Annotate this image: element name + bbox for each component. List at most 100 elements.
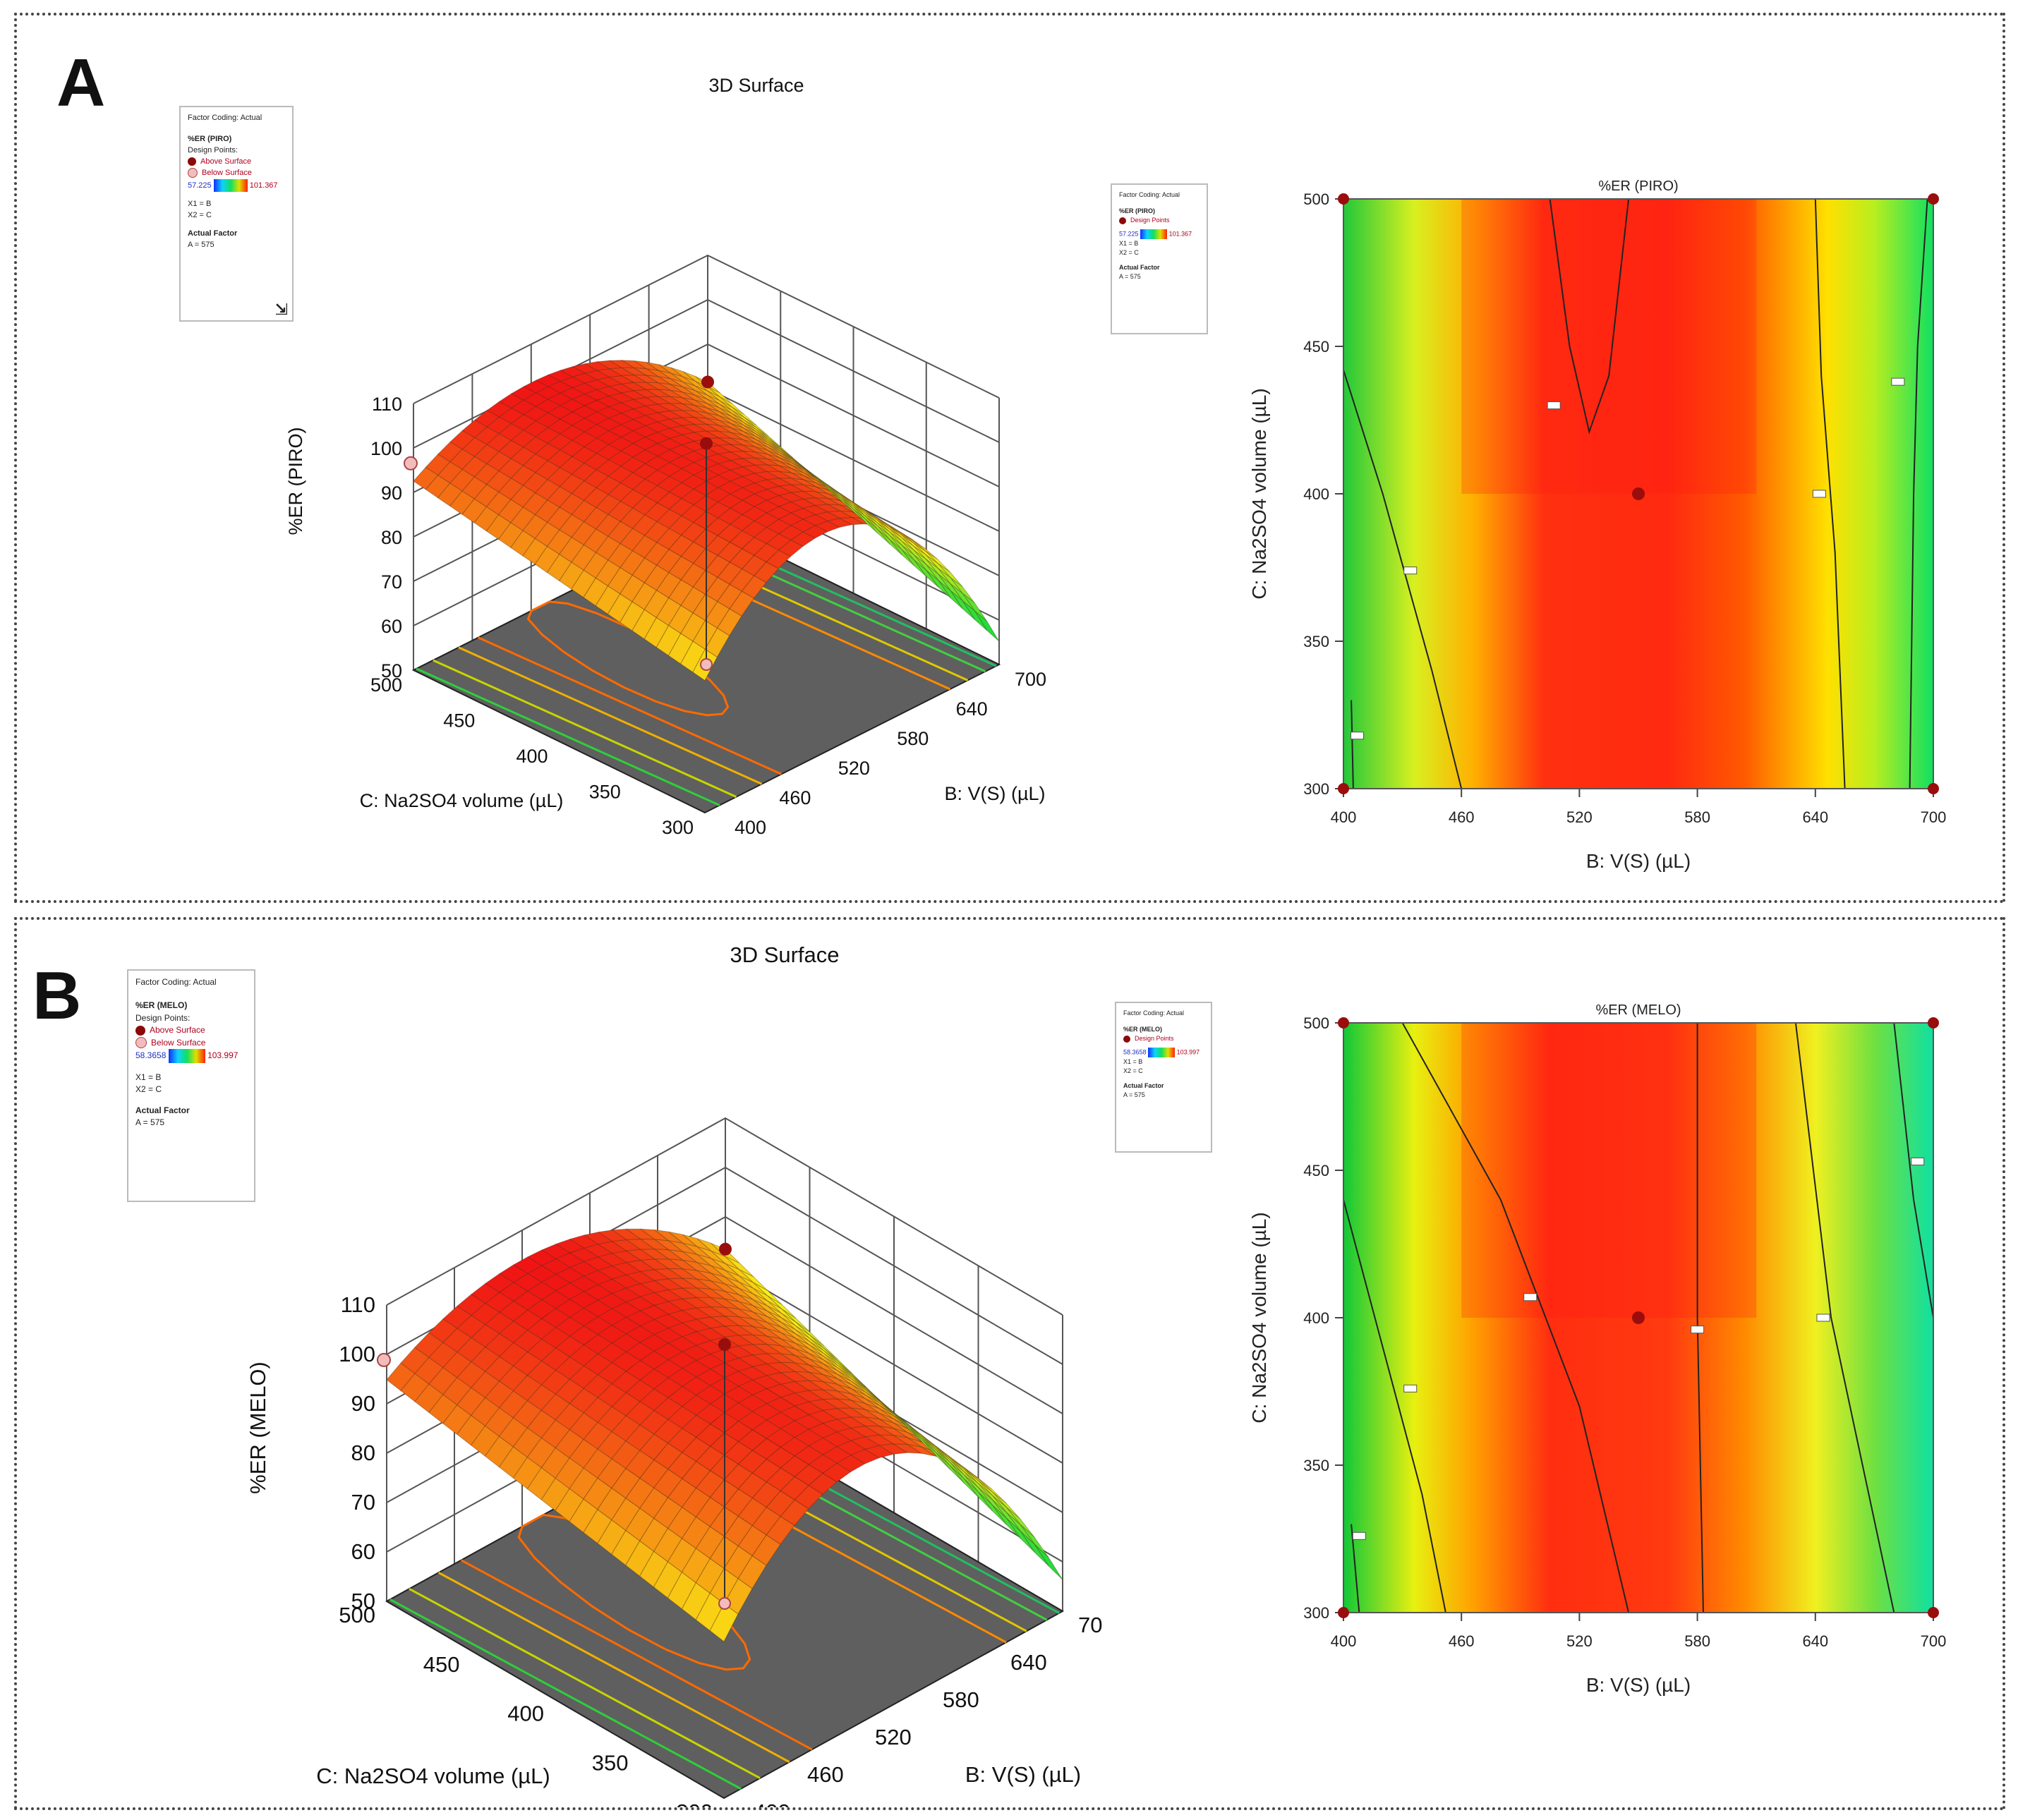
y-tick-label: 350	[1303, 633, 1329, 650]
base-contour-line	[478, 636, 783, 775]
surface-cell	[974, 610, 1000, 642]
x-tick-label: 640	[1802, 808, 1828, 826]
y-tick-label: 450	[1303, 338, 1329, 356]
contour-line	[1909, 198, 1928, 789]
design-point	[1928, 783, 1939, 794]
legend-actual-factor: Actual Factor	[1123, 1082, 1164, 1090]
y-tick-label: 450	[423, 1652, 460, 1677]
z-tick-label: 70	[351, 1490, 375, 1515]
z-tick-label: 50	[351, 1589, 375, 1613]
contour-line-label	[1403, 1384, 1418, 1393]
x-axis-title: B: V(S) (µL)	[944, 783, 1045, 804]
design-point-center	[718, 1338, 731, 1352]
y-tick-label: 350	[592, 1750, 629, 1775]
x-tick-label: 580	[943, 1687, 979, 1712]
legend-max: 101.367	[1168, 230, 1192, 238]
contour-peak-wash	[1461, 1023, 1757, 1318]
contour-line-label	[1911, 1157, 1925, 1165]
y-axis-title: C: Na2SO4 volume (µL)	[1248, 388, 1270, 599]
base-contour-line	[460, 1559, 813, 1751]
x-tick-label: 700	[1921, 808, 1947, 826]
legend-below: Below Surface	[202, 168, 252, 177]
contour-title: %ER (MELO)	[1595, 1002, 1681, 1018]
legend-design-points: Design Points:	[135, 1012, 191, 1023]
z-tick-label: 80	[351, 1440, 375, 1465]
design-point	[1928, 1607, 1939, 1618]
design-point-edge	[701, 375, 714, 389]
contour-line	[1343, 1199, 1446, 1613]
legend-min: 58.3658	[1123, 1048, 1147, 1056]
legend-max: 101.367	[249, 181, 278, 190]
z-tick-label: 90	[351, 1391, 375, 1416]
y-tick-label: 500	[1303, 1014, 1329, 1032]
x-axis-title: B: V(S) (µL)	[965, 1762, 1081, 1787]
panel-label: A	[56, 45, 106, 121]
design-point-edge-below	[377, 1352, 391, 1367]
design-point	[1338, 783, 1349, 794]
legend-coding: Factor Coding: Actual	[188, 114, 262, 122]
design-point-edge	[719, 1242, 732, 1256]
legend-response: %ER (PIRO)	[1119, 207, 1156, 215]
y-tick-label: 400	[507, 1701, 544, 1726]
color-scale-bar	[1140, 229, 1168, 240]
legend-actual-factor: Actual Factor	[1119, 264, 1160, 272]
y-tick-label: 400	[1303, 1309, 1329, 1327]
color-scale-bar	[213, 178, 248, 192]
contour-line	[1893, 1022, 1934, 1318]
legend-response: %ER (MELO)	[135, 1000, 188, 1011]
legend-design-points: Design Points	[1130, 217, 1170, 224]
legend-x1: X1 = B	[135, 1072, 162, 1082]
below-surface-dot-icon	[135, 1037, 147, 1049]
legend-above: Above Surface	[200, 157, 252, 166]
design-point	[1338, 1607, 1349, 1618]
x-tick-label: 70	[1078, 1613, 1102, 1637]
design-point	[1338, 193, 1349, 205]
base-contour-line	[433, 659, 737, 798]
legend-a-value: A = 575	[1123, 1091, 1145, 1099]
design-point	[1928, 193, 1939, 205]
y-tick-label: 300	[676, 1800, 713, 1807]
legend-above: Above Surface	[150, 1025, 205, 1036]
color-scale-bar	[168, 1048, 205, 1063]
y-tick-label: 350	[589, 782, 621, 803]
contour-line	[1814, 198, 1846, 789]
x-tick-label: 580	[897, 728, 929, 749]
z-tick-label: 60	[381, 616, 402, 637]
x-axis-title: B: V(S) (µL)	[1586, 850, 1691, 872]
legend-a-value: A = 575	[188, 240, 215, 249]
y-tick-label: 350	[1303, 1457, 1329, 1474]
legend-min: 57.225	[1119, 230, 1139, 238]
expand-icon[interactable]: ⇲	[274, 301, 288, 318]
x-tick-label: 520	[838, 758, 870, 779]
design-point-center	[700, 437, 713, 450]
y-axis-title: C: Na2SO4 volume (µL)	[1248, 1212, 1270, 1423]
contour-chart-a: 400 460 520 580 640 700 300 350 400 450 500 %ER (PI…	[1248, 178, 1947, 872]
surface-legend: Factor Coding: Actual %ER (PIRO) Design …	[179, 106, 294, 322]
legend-max: 103.997	[207, 1050, 238, 1061]
design-point-center	[1632, 487, 1645, 500]
design-point-below	[718, 1597, 731, 1610]
contour-line-label	[1816, 1314, 1830, 1322]
z-axis-title: %ER (MELO)	[246, 1361, 270, 1494]
legend-x2: X2 = C	[1119, 249, 1139, 257]
panel-label: B	[32, 958, 82, 1033]
x-tick-label: 640	[1010, 1650, 1047, 1675]
legend-coding: Factor Coding: Actual	[135, 977, 217, 987]
legend-a-value: A = 575	[135, 1117, 165, 1128]
design-point-dot-icon	[1119, 217, 1126, 224]
y-tick-label: 450	[1303, 1162, 1329, 1179]
z-tick-label: 100	[370, 438, 402, 459]
contour-line-label	[1352, 1531, 1366, 1540]
contour-line	[1351, 700, 1354, 789]
surface-chart-b: 50 60 70 80 90 100 110 400 460 520 580 640 70 300 350 4…	[246, 942, 1102, 1807]
panel-a: A Factor Coding: Actual %ER (PIRO) Desig…	[14, 13, 2005, 903]
base-contour-line	[409, 1588, 761, 1780]
legend-response: %ER (MELO)	[1123, 1026, 1162, 1033]
base-contour-loop	[517, 1513, 751, 1671]
base-contour-loop	[526, 600, 730, 717]
contour-line-label	[1403, 566, 1418, 575]
contour-line-label	[1891, 377, 1905, 386]
base-contour-line	[458, 646, 763, 785]
legend-coding: Factor Coding: Actual	[1119, 191, 1180, 198]
x-tick-label: 580	[1684, 1632, 1710, 1650]
